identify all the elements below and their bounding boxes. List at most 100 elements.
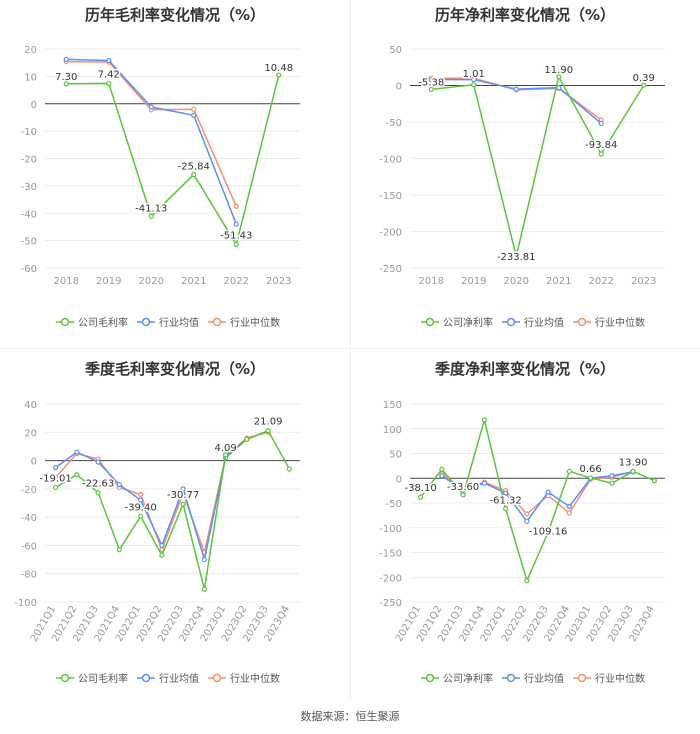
legend-marker — [425, 673, 435, 683]
data-point-company — [471, 82, 477, 88]
y-tick-label: -200 — [379, 573, 402, 584]
data-label: 7.42 — [98, 69, 120, 80]
data-point-avg — [503, 490, 509, 496]
data-label: -41.13 — [135, 203, 167, 214]
legend-marker — [425, 317, 435, 327]
legend-label: 公司毛利率 — [78, 672, 128, 685]
data-point-avg — [471, 77, 477, 83]
series-line-avg — [441, 471, 634, 523]
legend-label: 行业中位数 — [595, 672, 645, 685]
y-tick-label: 50 — [389, 45, 402, 56]
data-point-company — [641, 82, 647, 88]
y-tick-label: 0 — [31, 457, 37, 468]
legend-marker — [212, 673, 222, 683]
data-point-avg — [106, 57, 112, 64]
data-point-avg — [233, 221, 239, 227]
data-point-company — [481, 417, 487, 423]
data-label: -33.60 — [447, 482, 479, 493]
data-point-company — [598, 151, 604, 157]
data-point-company — [428, 86, 434, 93]
quarterly-gross-margin-chart: 季度毛利率变化情况（%） 40 20 0 -20 -40 -60 -80 -100 2021Q1… — [0, 350, 350, 700]
data-point-avg — [201, 556, 207, 563]
data-point-avg — [116, 482, 122, 488]
data-point-company — [556, 74, 562, 80]
data-label: 21.09 — [254, 417, 283, 428]
y-tick-label: 0 — [396, 82, 402, 93]
data-point-company — [191, 171, 197, 178]
y-tick-label: -250 — [379, 264, 402, 275]
y-tick-label: -40 — [21, 209, 37, 220]
y-tick-label: -50 — [386, 499, 402, 510]
chart-canvas: 50 0 -50 -100 -150 -200 -250 2018 2019 2020 2021 20… — [379, 45, 665, 329]
legend-marker — [60, 317, 70, 327]
data-point-avg — [159, 542, 165, 549]
data-point-avg — [53, 465, 59, 471]
data-label: 1.01 — [463, 69, 485, 80]
data-point-company — [223, 452, 229, 458]
y-tick-label: -100 — [379, 524, 402, 535]
legend-marker — [212, 317, 222, 327]
data-label: 4.09 — [214, 443, 236, 454]
annual-gross-margin-chart: 历年毛利率变化情况（%） 20 10 0 -10 -20 -30 -40 -50 -60 2018… — [0, 0, 350, 345]
data-point-company — [138, 513, 144, 519]
y-tick-label: 100 — [383, 425, 402, 436]
x-tick-label: 2023 — [266, 276, 291, 287]
series-line-median — [431, 77, 602, 121]
chart-canvas: 150100500-50-100-150-200-2502021Q12021Q2… — [379, 400, 665, 685]
y-tick-label: 20 — [24, 45, 37, 56]
data-point-company — [265, 428, 271, 434]
y-tick-label: -50 — [386, 118, 402, 129]
data-point-company — [503, 506, 509, 512]
data-point-avg — [556, 85, 562, 91]
y-tick-label: -60 — [21, 541, 37, 552]
x-tick-label: 2020 — [504, 276, 529, 287]
data-point-avg — [148, 104, 154, 110]
data-label: 0.66 — [579, 464, 601, 475]
y-tick-label: -150 — [379, 191, 402, 202]
data-point-company — [566, 468, 572, 474]
y-tick-label: 0 — [396, 474, 402, 485]
data-point-company — [53, 484, 59, 491]
y-tick-label: 20 — [24, 428, 37, 439]
data-point-avg — [545, 489, 551, 495]
data-label: -5.38 — [418, 77, 444, 88]
y-tick-label: 40 — [24, 400, 37, 411]
legend-label: 行业均值 — [524, 316, 564, 329]
y-tick-label: -10 — [21, 127, 37, 138]
legend-label: 行业均值 — [159, 672, 199, 685]
legend-label: 行业均值 — [159, 316, 199, 329]
data-label: -51.43 — [220, 231, 252, 242]
y-tick-label: -100 — [14, 598, 37, 609]
y-tick-label: 150 — [383, 400, 402, 411]
data-point-company — [74, 472, 80, 478]
data-label: -39.40 — [125, 502, 157, 513]
y-tick-label: -80 — [21, 570, 37, 581]
legend-marker — [506, 317, 516, 327]
legend-marker — [577, 317, 587, 327]
data-label: 7.30 — [55, 72, 77, 83]
y-tick-label: -60 — [21, 264, 37, 275]
y-tick-label: -20 — [21, 155, 37, 166]
data-point-company — [609, 480, 615, 486]
chart-title: 历年净利率变化情况（%） — [434, 6, 616, 24]
data-point-avg — [524, 518, 530, 524]
data-point-company — [545, 529, 551, 535]
data-point-median — [138, 491, 144, 498]
y-tick-label: -250 — [379, 598, 402, 609]
panel-divider-vertical — [350, 0, 351, 700]
legend-label: 公司净利率 — [443, 316, 493, 329]
y-tick-label: -100 — [379, 155, 402, 166]
x-tick-label: 2022 — [589, 276, 614, 287]
y-tick-label: -30 — [21, 182, 37, 193]
data-point-avg — [566, 503, 572, 510]
data-point-company — [148, 213, 154, 219]
chart-canvas: 20 10 0 -10 -20 -30 -40 -50 -60 2018 2019 2020 2021 2… — [21, 45, 300, 329]
legend-label: 行业中位数 — [230, 672, 280, 685]
data-point-median — [53, 474, 59, 481]
data-point-avg — [138, 497, 144, 503]
data-point-company — [106, 80, 112, 87]
data-source-footer: 数据来源：恒生聚源 — [300, 710, 400, 723]
legend-marker — [577, 673, 587, 683]
x-tick-label: 2018 — [419, 276, 444, 287]
x-tick-label: 2019 — [461, 276, 486, 287]
